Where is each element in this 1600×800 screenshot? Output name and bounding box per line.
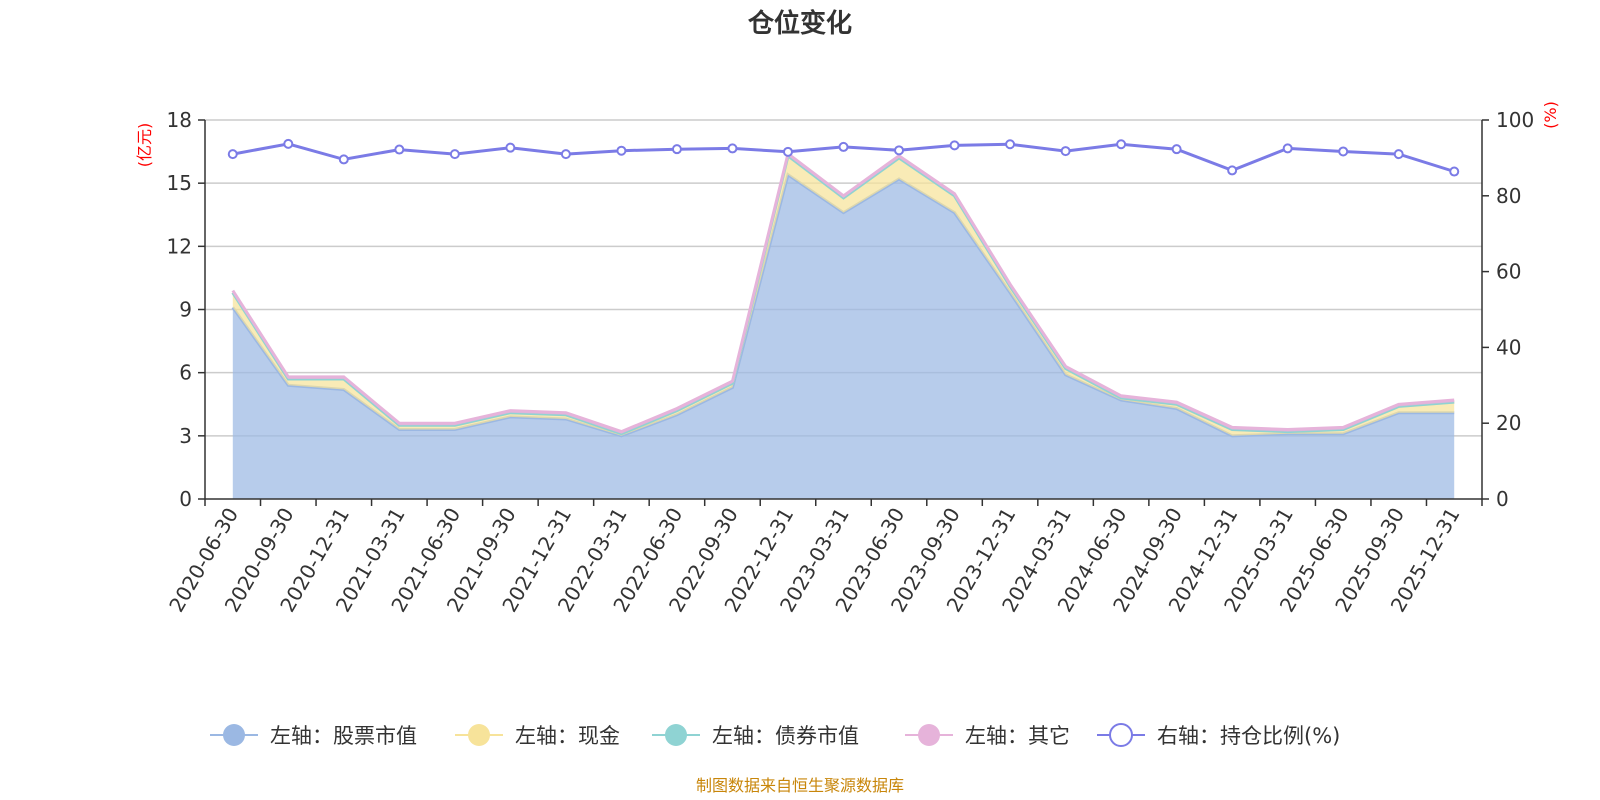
- ratio-point: [782, 146, 793, 157]
- ratio-point: [838, 141, 849, 152]
- ratio-point: [1449, 166, 1460, 177]
- legend-marker: [665, 724, 687, 746]
- legend-label: 左轴：其它: [965, 724, 1070, 748]
- left-tick-label: 0: [179, 487, 192, 511]
- ratio-point: [616, 145, 627, 156]
- right-tick-label: 100: [1496, 108, 1534, 132]
- right-tick-label: 20: [1496, 411, 1521, 435]
- chart-title: 仓位变化: [747, 8, 852, 39]
- area-edge: [231, 151, 1455, 434]
- right-tick-label: 0: [1496, 487, 1509, 511]
- ratio-line-series: [227, 138, 1460, 177]
- ratio-point: [894, 145, 905, 156]
- area-fill: [232, 155, 1455, 436]
- source-note: 制图数据来自恒生聚源数据库: [696, 776, 904, 795]
- ratio-point: [1116, 139, 1127, 150]
- ratio-point: [560, 149, 571, 160]
- right-tick-label: 80: [1496, 184, 1521, 208]
- ratio-point: [671, 144, 682, 155]
- legend-marker: [918, 724, 940, 746]
- legend-label: 左轴：现金: [515, 724, 620, 748]
- left-tick-label: 18: [167, 108, 192, 132]
- left-tick-label: 12: [167, 234, 192, 258]
- area-fill: [232, 174, 1455, 499]
- legend-marker: [223, 724, 245, 746]
- right-axis-unit: (%): [1541, 101, 1560, 129]
- right-tick-label: 40: [1496, 335, 1521, 359]
- ratio-point: [394, 144, 405, 155]
- legend-label: 右轴：持仓比例(%): [1157, 724, 1340, 748]
- left-tick-label: 6: [179, 361, 192, 385]
- legend-marker: [1109, 723, 1133, 747]
- ratio-point: [949, 140, 960, 151]
- right-tick-label: 60: [1496, 260, 1521, 284]
- ratio-point: [449, 149, 460, 160]
- legend-label: 左轴：债券市值: [712, 724, 859, 748]
- ratio-point: [338, 154, 349, 165]
- ratio-point: [227, 149, 238, 160]
- ratio-point: [1005, 139, 1016, 150]
- ratio-point: [283, 138, 294, 149]
- ratio-point: [727, 143, 738, 154]
- left-tick-label: 3: [179, 424, 192, 448]
- ratio-point: [1227, 165, 1238, 176]
- legend-label: 左轴：股票市值: [270, 724, 417, 748]
- left-axis-unit: (亿元): [135, 123, 154, 168]
- left-tick-label: 15: [167, 171, 192, 195]
- stacked-areas: [231, 151, 1455, 499]
- ratio-point: [1338, 146, 1349, 157]
- ratio-point: [1171, 144, 1182, 155]
- ratio-point: [1060, 146, 1071, 157]
- left-tick-label: 9: [179, 298, 192, 322]
- ratio-point: [1393, 149, 1404, 160]
- legend-marker: [468, 724, 490, 746]
- ratio-point: [1282, 143, 1293, 154]
- ratio-point: [505, 142, 516, 153]
- legend: 左轴：股票市值 左轴：现金 左轴：债券市值 左轴：其它 右轴：持仓比例(%): [210, 723, 1340, 748]
